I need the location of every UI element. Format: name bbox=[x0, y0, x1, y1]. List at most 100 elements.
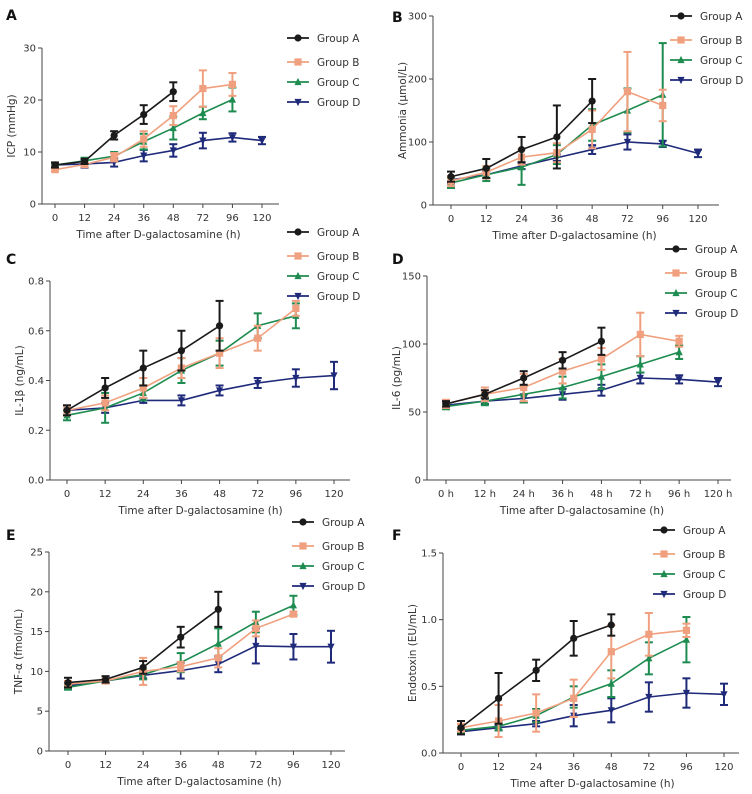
x-tick-label: 0 bbox=[65, 760, 71, 771]
y-tick-label: 30 bbox=[23, 44, 36, 55]
x-tick-label: 96 bbox=[287, 760, 300, 771]
data-point bbox=[228, 134, 237, 142]
x-tick-label: 72 bbox=[642, 762, 655, 773]
y-tick-label: 20 bbox=[23, 96, 36, 107]
data-point bbox=[597, 372, 606, 380]
data-point bbox=[228, 95, 237, 103]
y-tick-label: 0 bbox=[415, 476, 421, 487]
data-point bbox=[532, 666, 540, 674]
legend-label: Group B bbox=[317, 251, 360, 263]
panel-letter: F bbox=[392, 528, 402, 544]
y-tick-label: 0.2 bbox=[28, 426, 44, 437]
series-group-a bbox=[63, 299, 224, 417]
data-point bbox=[139, 364, 147, 372]
x-axis-label: Time after D-galactosamine (h) bbox=[117, 505, 282, 517]
y-tick-label: 10 bbox=[23, 148, 36, 159]
legend-item: Group D bbox=[292, 581, 365, 593]
x-tick-label: 48 bbox=[213, 489, 226, 500]
x-tick-label: 24 bbox=[137, 489, 150, 500]
series-group-a bbox=[64, 590, 223, 689]
data-point bbox=[177, 347, 186, 355]
data-point bbox=[169, 88, 177, 96]
x-tick-label: 24 bbox=[530, 762, 543, 773]
legend-label: Group D bbox=[317, 291, 360, 303]
data-point bbox=[214, 605, 222, 613]
y-tick-label: 0.4 bbox=[28, 376, 44, 387]
data-point bbox=[623, 88, 632, 96]
data-point bbox=[214, 639, 222, 647]
legend-marker bbox=[294, 77, 302, 86]
data-point bbox=[199, 108, 207, 117]
data-point bbox=[520, 374, 528, 382]
legend-item: Group C bbox=[287, 77, 360, 89]
x-tick-label: 36 bbox=[175, 489, 188, 500]
legend-item: Group B bbox=[665, 268, 738, 280]
legend-label: Group C bbox=[322, 561, 365, 573]
data-point bbox=[558, 367, 567, 375]
legend: Group A Group B Group C Group D bbox=[653, 525, 726, 601]
panel-B: B 0 100 200 300 0 12 24 36 48 72 96 120 Time after D-… bbox=[392, 10, 743, 242]
legend-label: Group A bbox=[683, 525, 726, 537]
x-tick-label: 0 bbox=[64, 489, 70, 500]
data-point bbox=[254, 334, 262, 342]
x-tick-label: 24 bbox=[137, 760, 150, 771]
data-point bbox=[140, 152, 148, 160]
legend-label: Group A bbox=[317, 227, 360, 239]
data-point bbox=[169, 112, 177, 120]
data-point bbox=[682, 689, 691, 698]
legend-label: Group B bbox=[322, 541, 365, 553]
series-group-a bbox=[457, 613, 616, 736]
data-point bbox=[457, 724, 465, 732]
y-axis-label: Endotoxin (EU/mL) bbox=[407, 604, 419, 702]
y-tick-label: 200 bbox=[408, 75, 427, 86]
legend-label: Group C bbox=[695, 288, 738, 300]
data-point bbox=[177, 397, 186, 405]
y-axis-label: TNF-α (fmol/mL) bbox=[13, 609, 25, 695]
data-point bbox=[51, 161, 59, 169]
legend-item: Group C bbox=[670, 55, 743, 67]
data-point bbox=[675, 337, 683, 345]
y-tick-label: 150 bbox=[402, 272, 421, 283]
x-axis-label: Time after D-galactosamine (h) bbox=[509, 778, 674, 790]
legend-marker bbox=[677, 36, 685, 44]
data-point bbox=[659, 101, 667, 110]
data-point bbox=[607, 621, 615, 629]
y-tick-label: 100 bbox=[402, 340, 421, 351]
series-line bbox=[66, 374, 335, 412]
legend: Group A Group B Group C Group D bbox=[665, 244, 738, 320]
data-point bbox=[588, 97, 596, 105]
y-tick-label: 1.5 bbox=[421, 549, 437, 560]
panel-D: D 0 50 100 150 0 h 12 h 24 h 36 h 48 h 72 h 96 h 120… bbox=[391, 244, 738, 517]
x-axis-label: Time after D-galactosamine (h) bbox=[499, 505, 664, 517]
x-tick-label: 12 h bbox=[474, 489, 496, 500]
data-point bbox=[110, 131, 118, 139]
data-point bbox=[289, 601, 298, 609]
y-axis-label: IL-6 (pg/mL) bbox=[391, 346, 403, 410]
x-axis-label: Time after D-galactosamine (h) bbox=[75, 229, 240, 241]
y-axis-label: Ammonia (μmol/L) bbox=[397, 62, 409, 159]
legend-label: Group B bbox=[683, 549, 726, 561]
x-tick-label: 12 bbox=[480, 214, 493, 225]
data-point bbox=[292, 304, 300, 312]
x-tick-label: 0 bbox=[52, 213, 58, 224]
y-tick-label: 0.0 bbox=[28, 476, 44, 487]
legend-marker bbox=[294, 58, 302, 66]
data-point bbox=[532, 709, 540, 717]
data-point bbox=[215, 349, 224, 357]
legend-marker bbox=[677, 12, 685, 20]
data-point bbox=[714, 378, 722, 387]
panel-C: C 0.0 0.2 0.4 0.6 0.8 0 12 24 36 48 72 96 120 Time aft… bbox=[6, 227, 360, 517]
legend-item: Group B bbox=[287, 251, 360, 263]
x-tick-label: 96 bbox=[656, 214, 669, 225]
x-tick-label: 72 h bbox=[629, 489, 651, 500]
y-tick-label: 100 bbox=[408, 138, 427, 149]
x-axis-label: Time after D-galactosamine (h) bbox=[116, 776, 281, 788]
data-point bbox=[215, 387, 224, 395]
legend-marker bbox=[299, 582, 307, 591]
data-point bbox=[597, 337, 606, 345]
data-point bbox=[289, 610, 298, 618]
x-tick-label: 96 h bbox=[668, 489, 690, 500]
legend: Group A Group B Group C Group D bbox=[670, 11, 743, 87]
legend-marker bbox=[660, 550, 668, 558]
